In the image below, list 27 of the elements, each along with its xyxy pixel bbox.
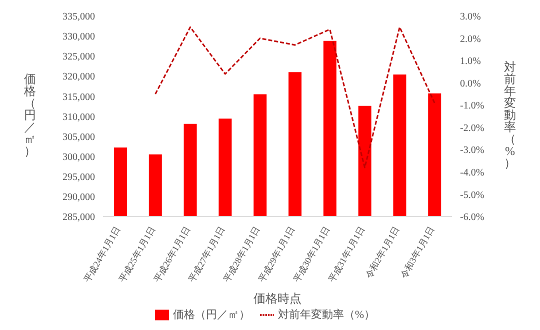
y2-tick-label: -2.0% [460,122,484,134]
y-tick-label: 305,000 [62,132,95,143]
y-tick-label: 335,000 [62,12,95,23]
x-axis-title: 価格時点 [254,292,302,306]
y-axis-title: 価格（円／㎡） [23,72,36,158]
y-tick-label: 310,000 [62,112,95,123]
y-tick-label: 300,000 [62,152,95,163]
line-series [154,26,436,168]
y2-tick-label: -3.0% [460,145,484,156]
y2-tick-label: -5.0% [460,190,484,201]
y-tick-label: 330,000 [62,32,95,43]
y2-tick-label: -1.0% [460,100,484,112]
legend-label: 対前年変動率（%） [278,308,376,321]
legend-label: 価格（円／㎡） [172,308,250,321]
y2-tick-label: 2.0% [460,34,481,45]
y-tick-label: 295,000 [62,172,95,183]
y2-tick-label: 1.0% [460,56,481,68]
y2-tick-label: 3.0% [460,12,481,23]
y-tick-label: 325,000 [62,52,95,63]
text: 対前年変動率（%） [504,60,516,170]
y-tick-label: 315,000 [62,92,95,103]
y2-tick-label: -4.0% [460,168,484,179]
y-tick-label: 320,000 [62,72,95,83]
y2-tick-label: -6.0% [460,212,484,224]
y-tick-label: 285,000 [62,212,95,224]
y-tick-label: 290,000 [62,192,95,204]
y2-tick-label: 0.0% [460,78,481,90]
